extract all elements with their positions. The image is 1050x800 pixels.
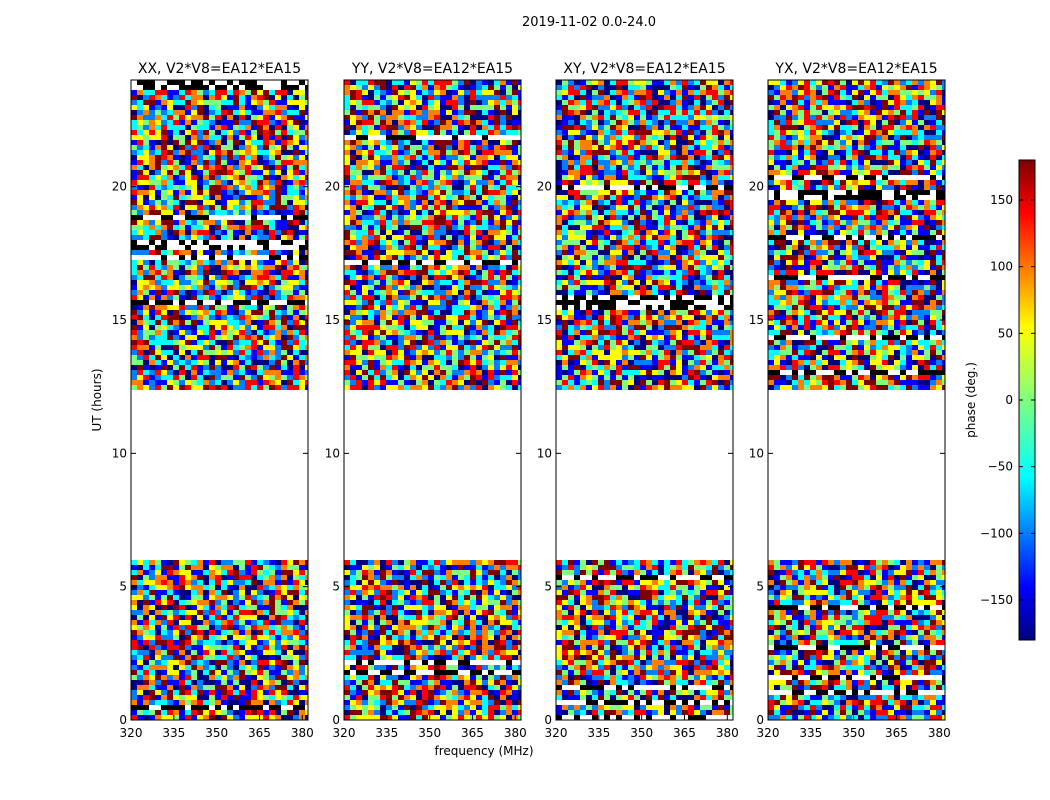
phase-heatmap-yy <box>344 80 521 720</box>
x-axis-label: frequency (MHz) <box>434 744 533 758</box>
x-tick-label-xx-320: 320 <box>120 726 143 740</box>
phase-heatmap-xx <box>131 80 308 720</box>
y-tick-label-yx-15: 15 <box>749 313 764 327</box>
y-tick-label-xy-20: 20 <box>537 180 552 194</box>
panel-frame-yx <box>767 79 946 721</box>
colorbar-label: phase (deg.) <box>964 362 978 438</box>
x-tick-label-xx-350: 350 <box>205 726 228 740</box>
x-tick-label-xx-380: 380 <box>291 726 314 740</box>
colorbar-tick-label--150: −150 <box>980 593 1013 607</box>
y-tick-label-yy-5: 5 <box>332 580 340 594</box>
colorbar-tick-label-50: 50 <box>998 326 1013 340</box>
y-tick-label-yx-20: 20 <box>749 180 764 194</box>
y-tick-label-xx-5: 5 <box>119 580 127 594</box>
panel-xy: XY, V2*V8=EA12*EA15 320 335 350 365 380 0 5 10 15… <box>537 61 739 740</box>
x-tick-label-yx-380: 380 <box>928 726 951 740</box>
y-tick-label-xy-10: 10 <box>537 446 552 460</box>
colorbar-tick-label-100: 100 <box>990 260 1013 274</box>
panel-title-xx: XX, V2*V8=EA12*EA15 <box>138 61 301 77</box>
panel-title-yy: YY, V2*V8=EA12*EA15 <box>351 61 513 77</box>
y-tick-label-xy-0: 0 <box>544 713 552 727</box>
x-tick-label-yx-335: 335 <box>799 726 822 740</box>
y-tick-label-yx-10: 10 <box>749 446 764 460</box>
y-tick-label-yx-5: 5 <box>756 580 764 594</box>
x-tick-label-xy-365: 365 <box>673 726 696 740</box>
x-tick-label-yy-335: 335 <box>375 726 398 740</box>
panel-yx: YX, V2*V8=EA12*EA15 320 335 350 365 380 0 5 10 15… <box>749 61 951 740</box>
x-tick-label-yy-365: 365 <box>461 726 484 740</box>
x-tick-label-xx-335: 335 <box>162 726 185 740</box>
y-tick-label-yx-0: 0 <box>756 713 764 727</box>
panel-frame-xy <box>555 79 734 721</box>
x-tick-label-xx-365: 365 <box>248 726 271 740</box>
x-tick-label-yy-350: 350 <box>418 726 441 740</box>
x-tick-label-xy-335: 335 <box>587 726 610 740</box>
x-tick-label-yy-320: 320 <box>333 726 356 740</box>
figure-suptitle: 2019-11-02 0.0-24.0 <box>522 15 656 30</box>
y-tick-label-yy-10: 10 <box>325 446 340 460</box>
colorbar-tick-label-150: 150 <box>990 193 1013 207</box>
panel-frame-xx <box>130 79 309 721</box>
x-tick-label-yy-380: 380 <box>504 726 527 740</box>
phase-heatmap-xy <box>556 80 733 720</box>
x-tick-label-xy-320: 320 <box>545 726 568 740</box>
y-tick-label-yy-15: 15 <box>325 313 340 327</box>
y-tick-label-xy-5: 5 <box>544 580 552 594</box>
colorbar-tick-label--100: −100 <box>980 526 1013 540</box>
colorbar-tick-label-0: 0 <box>1005 393 1013 407</box>
x-tick-label-yx-365: 365 <box>885 726 908 740</box>
x-tick-label-xy-350: 350 <box>630 726 653 740</box>
phase-heatmap-yx <box>768 80 945 720</box>
panel-frame-yy <box>343 79 522 721</box>
y-tick-label-yy-0: 0 <box>332 713 340 727</box>
y-tick-label-xx-20: 20 <box>112 180 127 194</box>
y-tick-label-xx-10: 10 <box>112 446 127 460</box>
panel-title-yx: YX, V2*V8=EA12*EA15 <box>774 61 937 77</box>
y-tick-label-xx-0: 0 <box>119 713 127 727</box>
x-tick-label-xy-380: 380 <box>716 726 739 740</box>
colorbar-tick-label--50: −50 <box>988 460 1013 474</box>
colorbar: −150 −100 −50 0 50 100 150 phase (deg.) <box>964 159 1036 641</box>
panel-title-xy: XY, V2*V8=EA12*EA15 <box>563 61 725 77</box>
y-axis-label: UT (hours) <box>90 368 104 431</box>
panel-yy: YY, V2*V8=EA12*EA15 320 335 350 365 380 0 5 10 15… <box>325 61 527 740</box>
panel-xx: XX, V2*V8=EA12*EA15 320 335 350 365 380 0 5 10 15… <box>112 61 314 740</box>
x-tick-label-yx-350: 350 <box>842 726 865 740</box>
y-tick-label-xx-15: 15 <box>112 313 127 327</box>
y-tick-label-xy-15: 15 <box>537 313 552 327</box>
y-tick-label-yy-20: 20 <box>325 180 340 194</box>
x-tick-label-yx-320: 320 <box>757 726 780 740</box>
